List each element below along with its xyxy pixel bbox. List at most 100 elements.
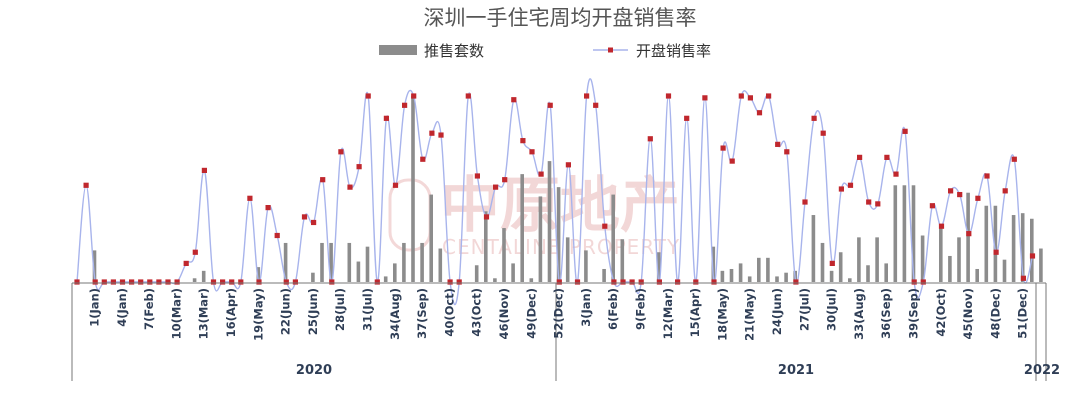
x-tick-label: 22(Jun): [279, 288, 293, 335]
line-point: [702, 95, 708, 101]
line-point: [138, 279, 144, 285]
bar: [192, 278, 197, 282]
line-point: [620, 279, 626, 285]
bar: [383, 276, 388, 282]
line-point: [656, 279, 662, 285]
bar: [920, 235, 925, 282]
line-point: [283, 279, 289, 285]
bar: [520, 174, 524, 282]
line-point: [238, 279, 244, 285]
line-point: [775, 141, 781, 147]
line-point: [383, 115, 389, 121]
line-point: [574, 279, 581, 285]
watermark-logo-icon: [388, 178, 432, 252]
line-point: [629, 279, 635, 285]
bar: [547, 161, 552, 282]
line-point: [902, 128, 908, 134]
line-point: [693, 279, 699, 285]
line-point: [429, 130, 435, 136]
line-point: [1011, 156, 1017, 162]
line-point: [547, 102, 553, 108]
line-point: [647, 136, 653, 142]
line-point: [474, 173, 480, 179]
bar: [484, 211, 488, 282]
bar: [556, 187, 561, 282]
line-point: [729, 158, 735, 164]
legend-bar-swatch: [379, 45, 417, 55]
line-point: [847, 182, 854, 188]
line-point: [274, 232, 280, 239]
line-point: [1029, 253, 1036, 259]
line-point: [311, 219, 317, 226]
line-point: [392, 182, 399, 188]
bar: [848, 278, 852, 282]
line-point: [511, 97, 517, 103]
line-point: [210, 279, 217, 285]
bar: [420, 242, 424, 282]
bar-series: [92, 96, 1043, 282]
x-tick-label: 46(Nov): [497, 288, 511, 340]
line-point: [756, 110, 763, 116]
x-tick-label: 37(Sep): [415, 288, 429, 339]
line-point: [493, 184, 499, 190]
bar: [529, 278, 534, 282]
line-point: [119, 279, 126, 285]
line-point: [884, 154, 890, 160]
bar: [884, 263, 888, 282]
line-point: [665, 93, 672, 99]
line-point: [984, 173, 990, 179]
line-point: [465, 93, 471, 99]
line-point: [675, 279, 681, 285]
line-point: [347, 184, 353, 190]
line-point: [829, 260, 835, 266]
bar: [975, 268, 979, 282]
line-point: [110, 279, 116, 285]
x-tick-label: 6(Feb): [606, 288, 620, 330]
bar: [329, 242, 333, 282]
x-tick-label: 25(Jun): [306, 288, 320, 335]
x-tick-label: 42(Oct): [934, 288, 948, 337]
line-point: [447, 279, 453, 285]
line-point: [720, 145, 726, 151]
line-point: [556, 279, 562, 285]
bar: [902, 185, 907, 282]
line-point: [438, 132, 444, 138]
bar: [493, 278, 497, 282]
line-point: [1002, 188, 1008, 194]
x-tick-label: 27(Jul): [797, 288, 811, 331]
bar: [711, 246, 716, 282]
legend: 推售套数 开盘销售率: [379, 42, 711, 60]
line-point: [584, 93, 590, 99]
x-tick-label: 4(Jan): [115, 288, 129, 327]
line-point: [74, 279, 80, 285]
line-point: [538, 171, 544, 177]
line-point: [975, 195, 981, 201]
legend-bar-label: 推售套数: [424, 42, 484, 60]
bar: [402, 242, 406, 282]
x-tick-label: 36(Sep): [879, 288, 893, 339]
x-tick-label: 52(Dec): [552, 288, 566, 339]
bar: [1020, 213, 1025, 282]
bar: [356, 261, 361, 282]
x-tick-label: 48(Dec): [988, 288, 1002, 339]
line-point: [147, 279, 153, 285]
line-point: [811, 115, 817, 121]
line-point: [565, 162, 571, 168]
x-tick-label: 1(Jan): [88, 288, 102, 327]
bar: [766, 257, 770, 282]
x-tick-label: 45(Nov): [961, 288, 975, 340]
x-tick-label: 10(Mar): [169, 288, 183, 339]
bar: [957, 237, 961, 282]
line-point: [329, 279, 335, 285]
bar: [201, 270, 206, 282]
line-point: [920, 279, 926, 285]
bar: [411, 96, 415, 282]
bar: [311, 272, 315, 282]
line-point: [738, 93, 744, 99]
line-point: [483, 214, 490, 220]
line-point: [338, 149, 344, 155]
x-tick-label: 40(Oct): [442, 288, 456, 337]
bar: [393, 263, 397, 282]
line-point: [402, 102, 408, 108]
x-tick-label: 51(Dec): [1016, 288, 1030, 339]
